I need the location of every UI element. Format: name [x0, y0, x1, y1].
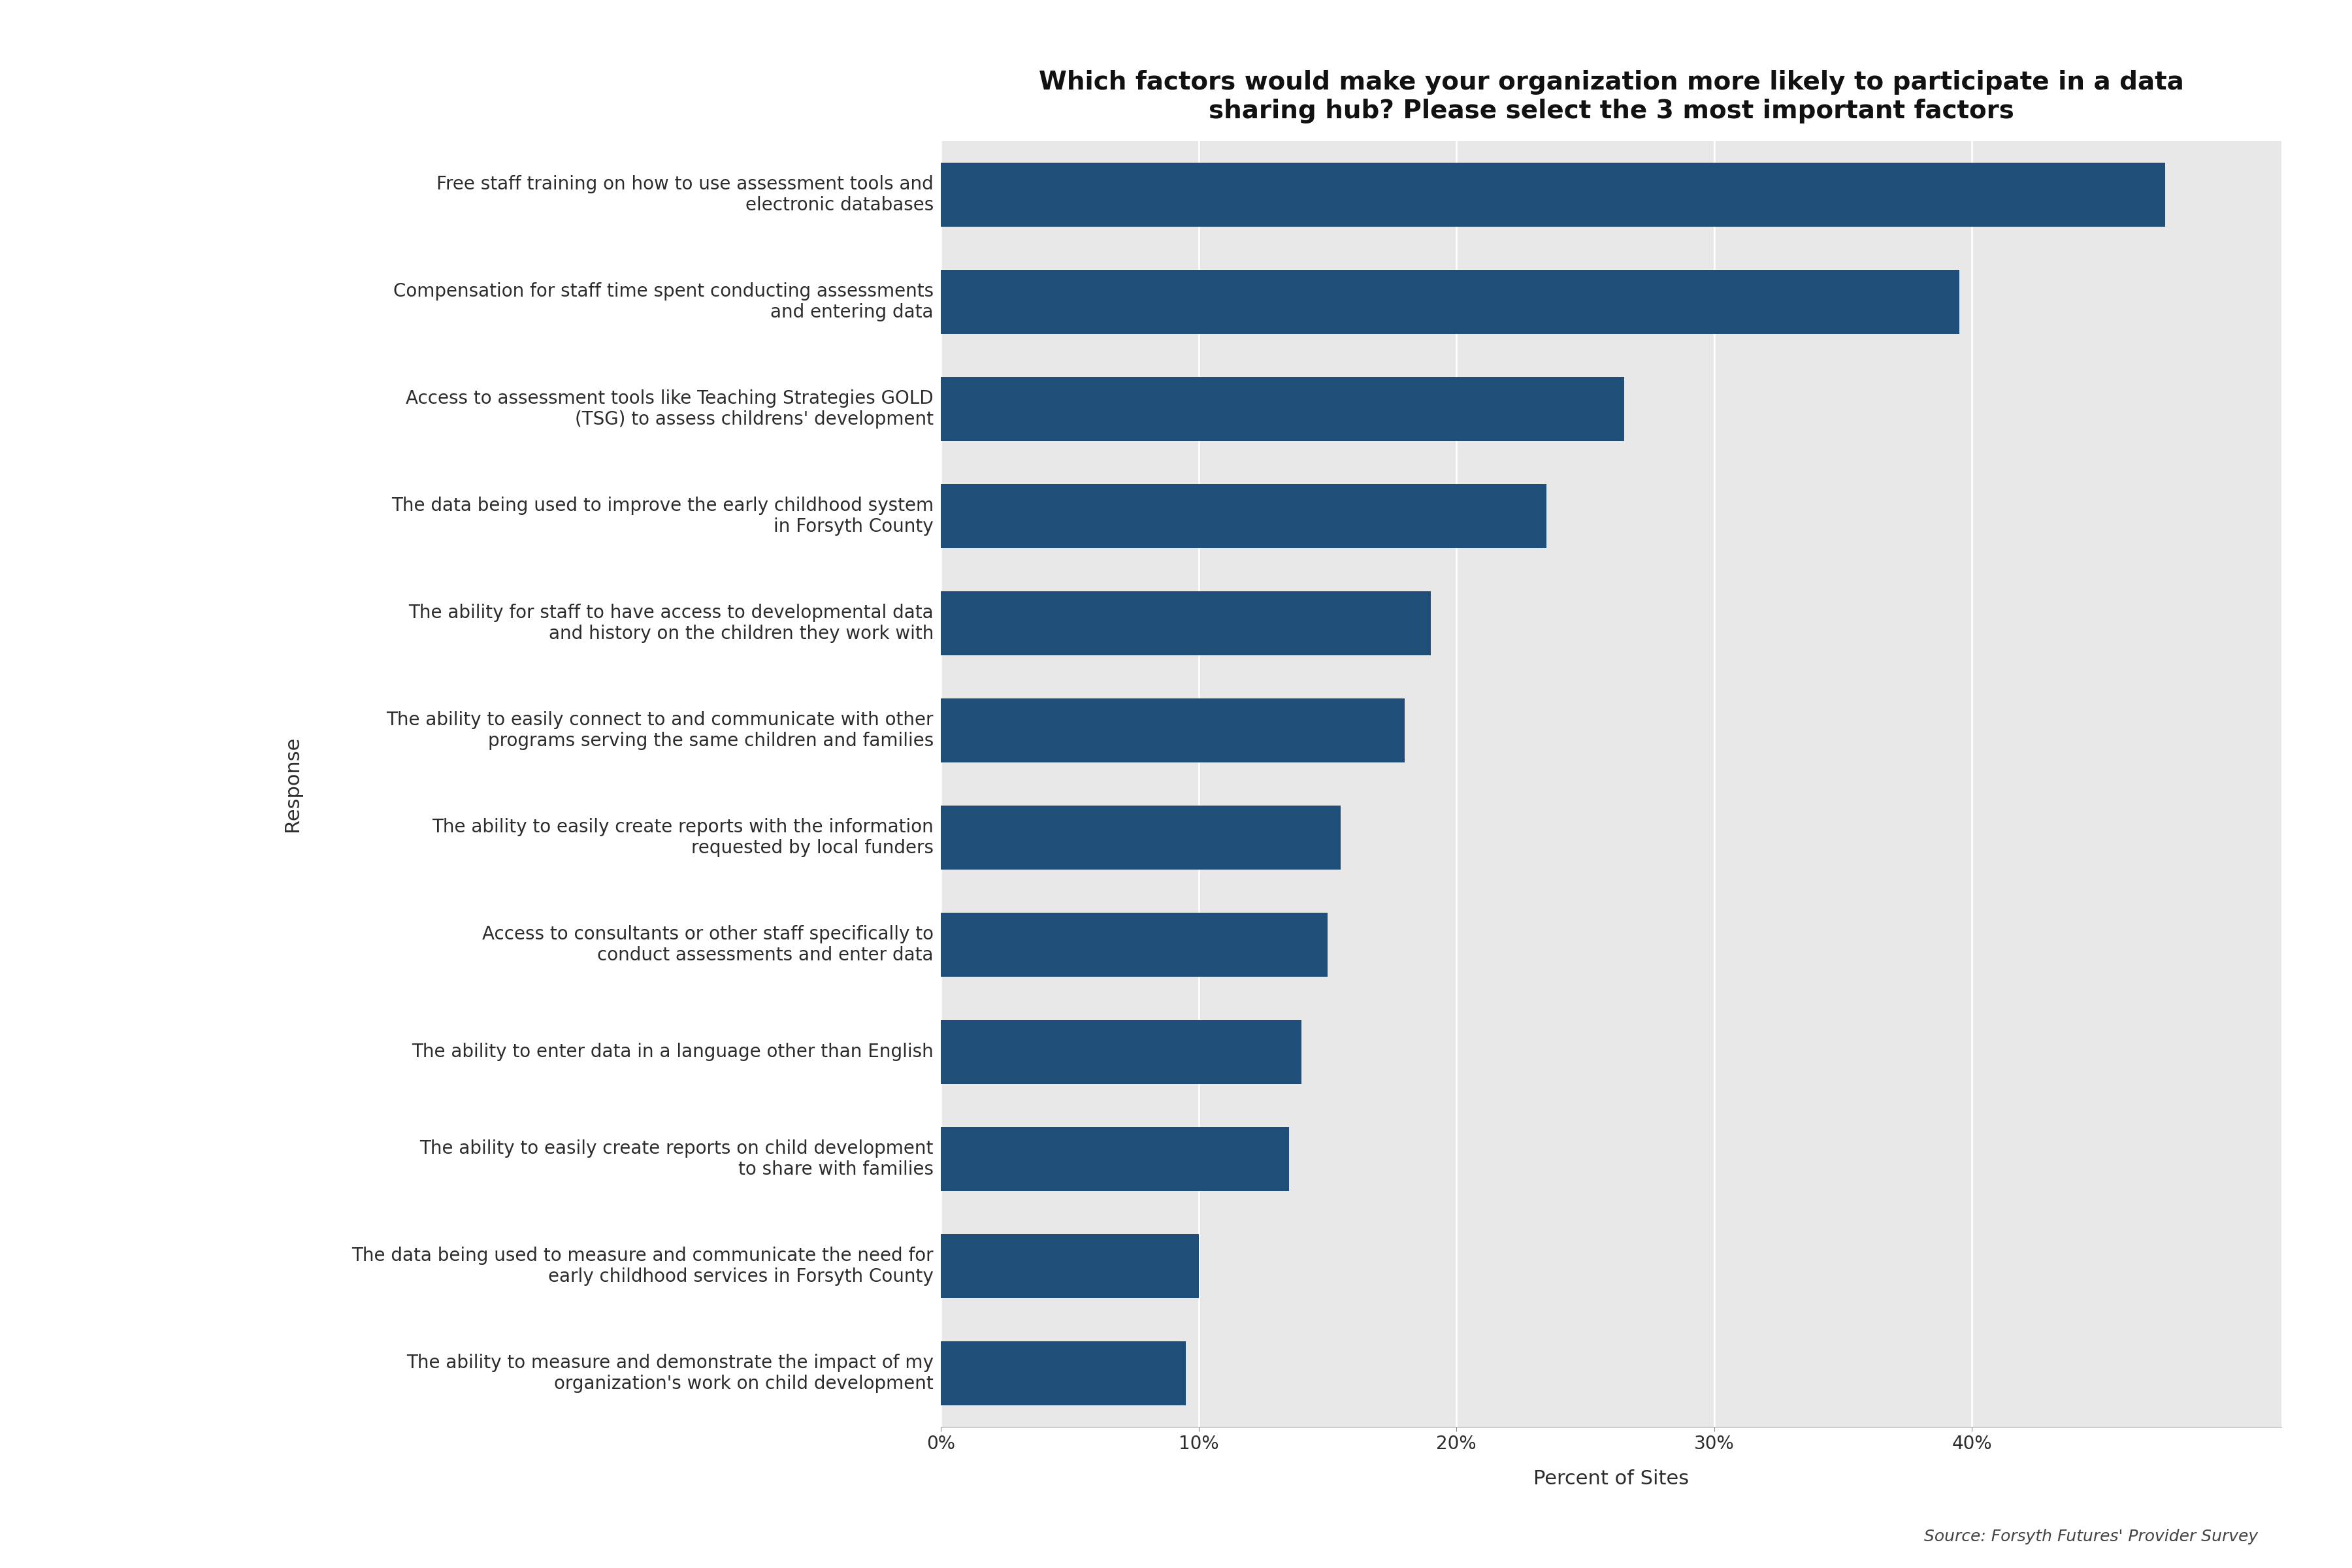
- Bar: [941, 1127, 1289, 1192]
- Bar: [941, 485, 1548, 549]
- Bar: [941, 1234, 1200, 1298]
- Title: Which factors would make your organization more likely to participate in a data
: Which factors would make your organizati…: [1040, 71, 2183, 124]
- Bar: [941, 376, 1623, 441]
- Bar: [941, 1019, 1301, 1083]
- Bar: [941, 1341, 1185, 1405]
- Bar: [941, 806, 1341, 870]
- Bar: [941, 913, 1327, 977]
- Y-axis label: Response: Response: [282, 737, 301, 831]
- Text: Source: Forsyth Futures' Provider Survey: Source: Forsyth Futures' Provider Survey: [1924, 1529, 2258, 1544]
- Bar: [941, 270, 1959, 334]
- Bar: [941, 163, 2166, 227]
- Bar: [941, 698, 1404, 762]
- X-axis label: Percent of Sites: Percent of Sites: [1534, 1469, 1689, 1488]
- Bar: [941, 591, 1430, 655]
